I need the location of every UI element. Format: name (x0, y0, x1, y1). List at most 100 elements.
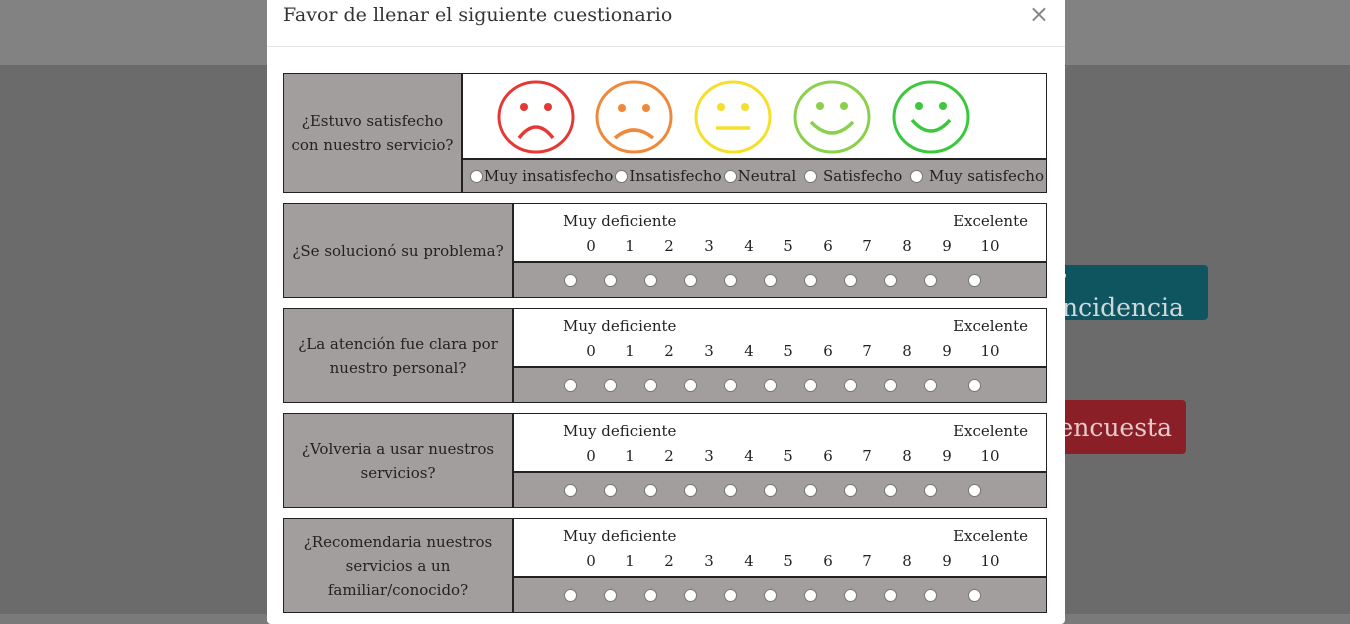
scale-number: 4 (744, 447, 754, 465)
scale-number: 8 (902, 237, 912, 255)
scale-number: 0 (586, 237, 596, 255)
scale-number: 0 (586, 342, 596, 360)
scale-radio-button[interactable] (844, 274, 857, 287)
scale-number: 9 (942, 342, 952, 360)
scale-radio-button[interactable] (644, 484, 657, 497)
radio-button[interactable] (804, 169, 818, 183)
scale-radio-button[interactable] (884, 274, 897, 287)
close-button[interactable]: × (1028, 0, 1049, 28)
option-very-unsatisfied[interactable]: Muy insatisfecho (469, 167, 614, 185)
scale-radio-button[interactable] (968, 484, 981, 497)
scale-radio-button[interactable] (724, 274, 737, 287)
scale-radio-button[interactable] (968, 274, 981, 287)
scale-number: 2 (664, 342, 674, 360)
scale-radio-button[interactable] (844, 484, 857, 497)
scale-radio-button[interactable] (968, 379, 981, 392)
scale-number: 4 (744, 552, 754, 570)
scale-radio-button[interactable] (884, 379, 897, 392)
scale-number: 1 (625, 552, 635, 570)
scale-radio-button[interactable] (564, 379, 577, 392)
scale-number: 1 (625, 342, 635, 360)
scale-number: 8 (902, 447, 912, 465)
scale-radio-button[interactable] (564, 484, 577, 497)
scale-radio-button[interactable] (764, 274, 777, 287)
scale-radio-button[interactable] (924, 379, 937, 392)
option-label: Muy insatisfecho (483, 167, 614, 185)
scale-radio-button[interactable] (844, 589, 857, 602)
scale-high-label: Excelente (953, 212, 1028, 230)
scale-radio-button[interactable] (724, 379, 737, 392)
faces-row (462, 74, 1046, 160)
scale-number: 7 (862, 342, 872, 360)
scale-number: 0 (586, 552, 596, 570)
question-scale: ¿Volveria a usar nuestros servicios? Muy … (283, 413, 1047, 508)
scale-radio-button[interactable] (604, 274, 617, 287)
scale-number: 9 (942, 552, 952, 570)
sad-face-icon (595, 80, 673, 154)
option-very-satisfied[interactable]: Muy satisfecho (910, 167, 1044, 185)
scale-low-label: Muy deficiente (563, 527, 677, 545)
scale-radio-button[interactable] (604, 589, 617, 602)
scale-high-label: Excelente (953, 317, 1028, 335)
scale-radio-button[interactable] (804, 379, 817, 392)
option-neutral[interactable]: Neutral (723, 167, 797, 185)
scale-radio-button[interactable] (804, 484, 817, 497)
scale-radio-button[interactable] (924, 484, 937, 497)
scale-radio-row (514, 368, 1046, 402)
scale-radio-button[interactable] (564, 274, 577, 287)
scale-number: 10 (980, 447, 1000, 465)
scale-radio-button[interactable] (724, 484, 737, 497)
scale-number: 7 (862, 552, 872, 570)
scale-radio-button[interactable] (644, 274, 657, 287)
scale-low-label: Muy deficiente (563, 317, 677, 335)
scale-radio-button[interactable] (764, 379, 777, 392)
question-satisfaction: ¿Estuvo satisfecho con nuestro servicio? (283, 73, 1047, 193)
scale-radio-button[interactable] (764, 589, 777, 602)
scale-number: 2 (664, 237, 674, 255)
scale-radio-button[interactable] (724, 589, 737, 602)
option-label: Muy satisfecho (929, 167, 1044, 185)
scale-number: 9 (942, 447, 952, 465)
option-unsatisfied[interactable]: Insatisfecho (615, 167, 722, 185)
scale-radio-button[interactable] (684, 379, 697, 392)
question-label: ¿Estuvo satisfecho con nuestro servicio? (284, 74, 463, 192)
scale-radio-button[interactable] (604, 379, 617, 392)
radio-button[interactable] (615, 169, 629, 183)
scale-number: 7 (862, 447, 872, 465)
scale-number: 6 (823, 447, 833, 465)
scale-radio-button[interactable] (764, 484, 777, 497)
question-label: ¿Recomendaria nuestros servicios a un fa… (284, 519, 514, 612)
scale-radio-button[interactable] (884, 484, 897, 497)
scale-number: 5 (783, 447, 793, 465)
scale-number: 5 (783, 237, 793, 255)
scale-radio-button[interactable] (564, 589, 577, 602)
scale-high-label: Excelente (953, 422, 1028, 440)
scale-radio-button[interactable] (924, 274, 937, 287)
scale-radio-button[interactable] (684, 274, 697, 287)
scale-radio-button[interactable] (684, 484, 697, 497)
scale-radio-button[interactable] (604, 484, 617, 497)
question-scale: ¿Se solucionó su problema? Muy deficiente… (283, 203, 1047, 298)
scale-radio-button[interactable] (924, 589, 937, 602)
scale-radio-button[interactable] (644, 379, 657, 392)
scale-radio-button[interactable] (968, 589, 981, 602)
option-label: Neutral (737, 167, 797, 185)
radio-button[interactable] (910, 169, 924, 183)
option-satisfied[interactable]: Satisfecho (804, 167, 902, 185)
question-label: ¿Se solucionó su problema? (284, 204, 514, 297)
scale-number: 10 (980, 237, 1000, 255)
scale-radio-button[interactable] (884, 589, 897, 602)
scale-number: 3 (704, 447, 714, 465)
scale-number: 2 (664, 447, 674, 465)
scale-header: Muy deficiente Excelente 0 1 2 3 4 5 6 7 8 9 10 (514, 204, 1046, 263)
scale-header: Muy deficiente Excelente 0 1 2 3 4 5 6 7 8 9 10 (514, 309, 1046, 368)
radio-button[interactable] (723, 169, 737, 183)
scale-radio-button[interactable] (684, 589, 697, 602)
scale-number: 4 (744, 342, 754, 360)
scale-radio-button[interactable] (804, 274, 817, 287)
scale-number: 3 (704, 237, 714, 255)
radio-button[interactable] (469, 169, 483, 183)
scale-radio-button[interactable] (844, 379, 857, 392)
scale-radio-button[interactable] (804, 589, 817, 602)
scale-radio-button[interactable] (644, 589, 657, 602)
